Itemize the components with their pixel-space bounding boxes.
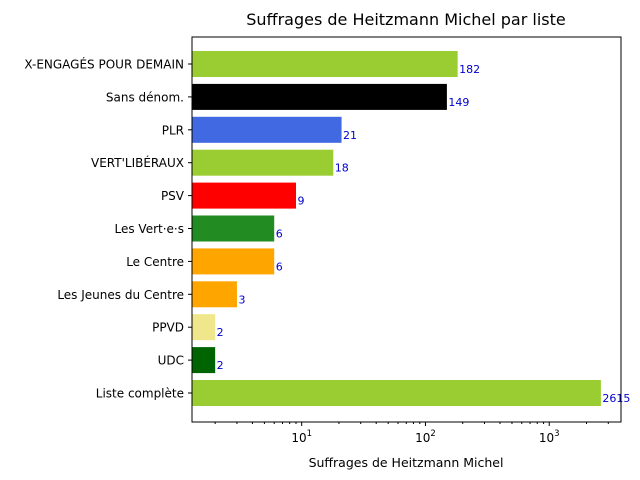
bar [192, 149, 334, 176]
bar [192, 51, 458, 77]
y-tick-label: PPVD [152, 321, 184, 335]
x-axis-label: Suffrages de Heitzmann Michel [309, 455, 504, 470]
bar [192, 116, 342, 143]
y-tick-label: Les Vert·e·s [115, 222, 185, 236]
value-label: 2 [217, 359, 224, 372]
y-tick-label: Le Centre [126, 255, 184, 269]
value-label: 3 [238, 293, 245, 306]
bar [192, 314, 216, 341]
bar [192, 215, 275, 242]
bar [192, 83, 447, 110]
bar [192, 347, 216, 374]
y-tick-label: UDC [158, 354, 184, 368]
y-tick-label: VERT'LIBÉRAUX [91, 155, 184, 170]
value-label: 182 [459, 63, 480, 76]
value-label: 2 [217, 326, 224, 339]
bar [192, 281, 237, 308]
y-tick-label: Les Jeunes du Centre [57, 288, 184, 302]
value-label: 9 [298, 195, 305, 208]
value-label: 149 [448, 96, 469, 109]
x-tick-labels: 101 102 103 [214, 422, 609, 445]
chart-title: Suffrages de Heitzmann Michel par liste [246, 10, 566, 29]
y-tick-label: Liste complète [96, 387, 184, 401]
y-tick-label: Sans dénom. [106, 90, 184, 104]
x-tick-label: 101 [291, 429, 312, 445]
value-labels: 182 149 21 18 9 6 6 3 2 2 2615 [217, 63, 631, 405]
y-tick-label: X-ENGAGÉS POUR DEMAIN [24, 57, 184, 72]
bar [192, 248, 275, 275]
bar [192, 182, 297, 209]
x-tick-label: 102 [415, 429, 436, 445]
y-tick-labels: X-ENGAGÉS POUR DEMAIN Sans dénom. PLR VERT'… [24, 57, 192, 401]
value-label: 21 [343, 129, 357, 142]
x-tick-label: 103 [539, 429, 560, 445]
value-label: 18 [335, 162, 349, 175]
value-label: 2615 [602, 392, 630, 405]
y-tick-label: PLR [162, 123, 184, 137]
y-tick-label: PSV [161, 189, 185, 203]
bar [192, 380, 601, 406]
value-label: 6 [276, 260, 283, 273]
plot-area-frame [191, 36, 622, 423]
bars-group [192, 51, 601, 406]
value-label: 6 [276, 228, 283, 241]
